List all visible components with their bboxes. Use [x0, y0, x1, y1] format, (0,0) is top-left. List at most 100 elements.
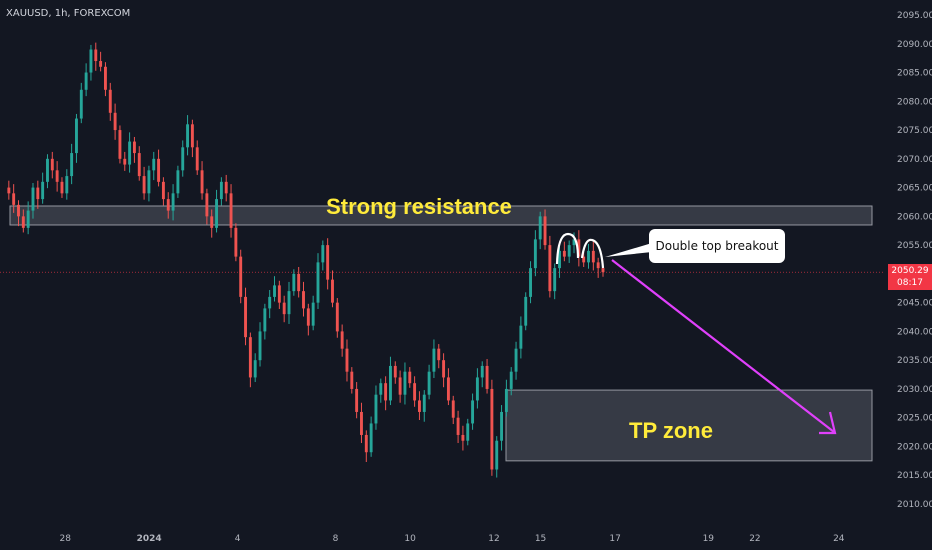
candle-body	[456, 417, 460, 435]
candle-body	[103, 66, 107, 90]
candle	[186, 115, 190, 156]
candle	[181, 140, 185, 177]
candle	[161, 177, 165, 206]
candle	[147, 165, 151, 202]
y-tick-label: 2065.00	[897, 184, 932, 194]
y-tick-label: 2035.00	[897, 356, 932, 366]
candle	[548, 235, 552, 298]
candle	[234, 223, 238, 262]
candle-body	[176, 170, 180, 194]
candle-body	[132, 141, 136, 154]
candle-body	[562, 250, 566, 257]
candle	[519, 316, 523, 359]
candle-body	[200, 170, 204, 194]
y-tick-label: 2080.00	[897, 97, 932, 107]
candle	[60, 177, 64, 198]
candle	[538, 211, 542, 250]
candle	[591, 241, 595, 271]
candle	[239, 249, 243, 304]
candle-body	[302, 291, 305, 309]
candle-body	[427, 371, 431, 395]
candle	[543, 209, 547, 250]
candle-body	[379, 383, 383, 395]
candle-body	[601, 268, 605, 273]
candle-body	[360, 411, 363, 435]
candle-body	[442, 360, 446, 378]
candle-body	[253, 360, 257, 378]
candle	[297, 266, 301, 298]
candle	[553, 263, 557, 300]
candle	[475, 368, 479, 409]
candle-body	[89, 49, 93, 73]
candle	[524, 292, 528, 331]
x-tick-label: 15	[535, 534, 546, 544]
y-tick-label: 2015.00	[897, 471, 932, 481]
candle	[417, 391, 421, 421]
candle	[292, 269, 296, 296]
y-tick-label: 2030.00	[897, 385, 932, 395]
candle-body	[417, 400, 421, 412]
candle-body	[345, 348, 349, 372]
candle-body	[548, 245, 552, 292]
candle-body	[331, 279, 334, 303]
candle	[393, 361, 397, 384]
candle-body	[181, 147, 185, 171]
candle-body	[543, 216, 547, 246]
candle-body	[398, 377, 402, 395]
candle	[331, 270, 334, 308]
candle	[345, 339, 349, 382]
candle	[360, 402, 363, 444]
candle	[509, 367, 513, 396]
target-arrow-head	[819, 411, 837, 435]
candle-body	[123, 158, 127, 165]
candle	[413, 376, 417, 407]
candle-body	[108, 89, 112, 113]
candle	[369, 416, 373, 457]
y-tick-label: 2085.00	[897, 69, 932, 79]
candle	[137, 146, 141, 181]
candle	[422, 390, 426, 422]
candle-body	[248, 337, 252, 378]
candle-body	[113, 112, 117, 131]
candle-body	[282, 302, 286, 315]
candle	[41, 172, 45, 204]
candle	[190, 119, 194, 158]
candle-body	[413, 383, 417, 401]
candle	[340, 324, 344, 357]
candle	[495, 436, 499, 478]
candle-body	[504, 388, 508, 412]
callout-pointer	[605, 243, 652, 257]
candle-body	[591, 250, 595, 263]
candle-body	[229, 193, 233, 228]
candle	[219, 177, 223, 206]
candle	[7, 180, 11, 200]
candle	[89, 44, 93, 81]
candle	[26, 201, 30, 235]
candle-body	[55, 170, 59, 182]
candle-body	[446, 377, 450, 401]
candle-body	[224, 181, 228, 194]
double-top-callout: Double top breakout	[649, 229, 785, 263]
candle-body	[509, 371, 513, 389]
candle-body	[75, 118, 78, 154]
candle-body	[485, 365, 489, 389]
candle-body	[335, 302, 339, 332]
candle	[302, 281, 305, 317]
candle-body	[587, 250, 590, 263]
x-tick-label: 22	[749, 534, 760, 544]
candle	[384, 376, 388, 411]
candle-body	[533, 239, 537, 269]
candle	[446, 368, 450, 406]
symbol-label[interactable]: XAUUSD, 1h, FOREXCOM	[6, 8, 131, 19]
candle	[282, 295, 286, 323]
candle-body	[258, 331, 262, 361]
candle-body	[451, 400, 455, 418]
y-tick-label: 2060.00	[897, 212, 932, 222]
candle-body	[190, 124, 194, 148]
candle-body	[432, 348, 436, 372]
candle-body	[292, 273, 296, 292]
candle-body	[364, 434, 368, 453]
resistance-label: Strong resistance	[326, 194, 512, 219]
